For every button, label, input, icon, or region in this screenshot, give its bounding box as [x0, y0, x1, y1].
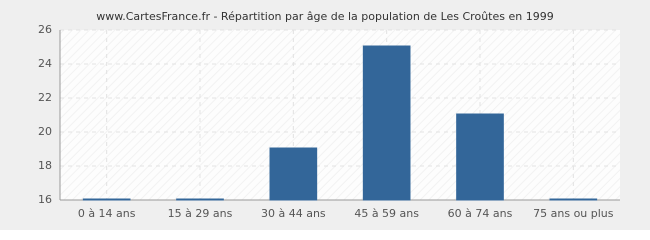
- x-tick-label: 30 à 44 ans: [261, 207, 326, 220]
- bar: [456, 113, 504, 201]
- bar: [82, 198, 131, 201]
- chart-title: www.CartesFrance.fr - Répartition par âg…: [96, 10, 553, 23]
- x-tick-label: 60 à 74 ans: [448, 207, 513, 220]
- bar: [549, 198, 598, 201]
- y-tick-label: 16: [38, 193, 52, 206]
- bar: [362, 45, 411, 201]
- y-tick-label: 20: [38, 125, 52, 138]
- bar: [269, 147, 318, 201]
- plot-area: [60, 30, 620, 200]
- y-tick-label: 26: [38, 23, 52, 36]
- x-tick-label: 15 à 29 ans: [168, 207, 233, 220]
- x-tick-label: 45 à 59 ans: [354, 207, 419, 220]
- bar: [176, 198, 224, 201]
- y-tick-label: 18: [38, 159, 52, 172]
- y-tick-label: 22: [38, 91, 52, 104]
- y-tick-label: 24: [38, 57, 52, 70]
- chart: www.CartesFrance.fr - Répartition par âg…: [0, 0, 650, 230]
- x-tick-label: 75 ans ou plus: [533, 207, 614, 220]
- x-tick-label: 0 à 14 ans: [78, 207, 136, 220]
